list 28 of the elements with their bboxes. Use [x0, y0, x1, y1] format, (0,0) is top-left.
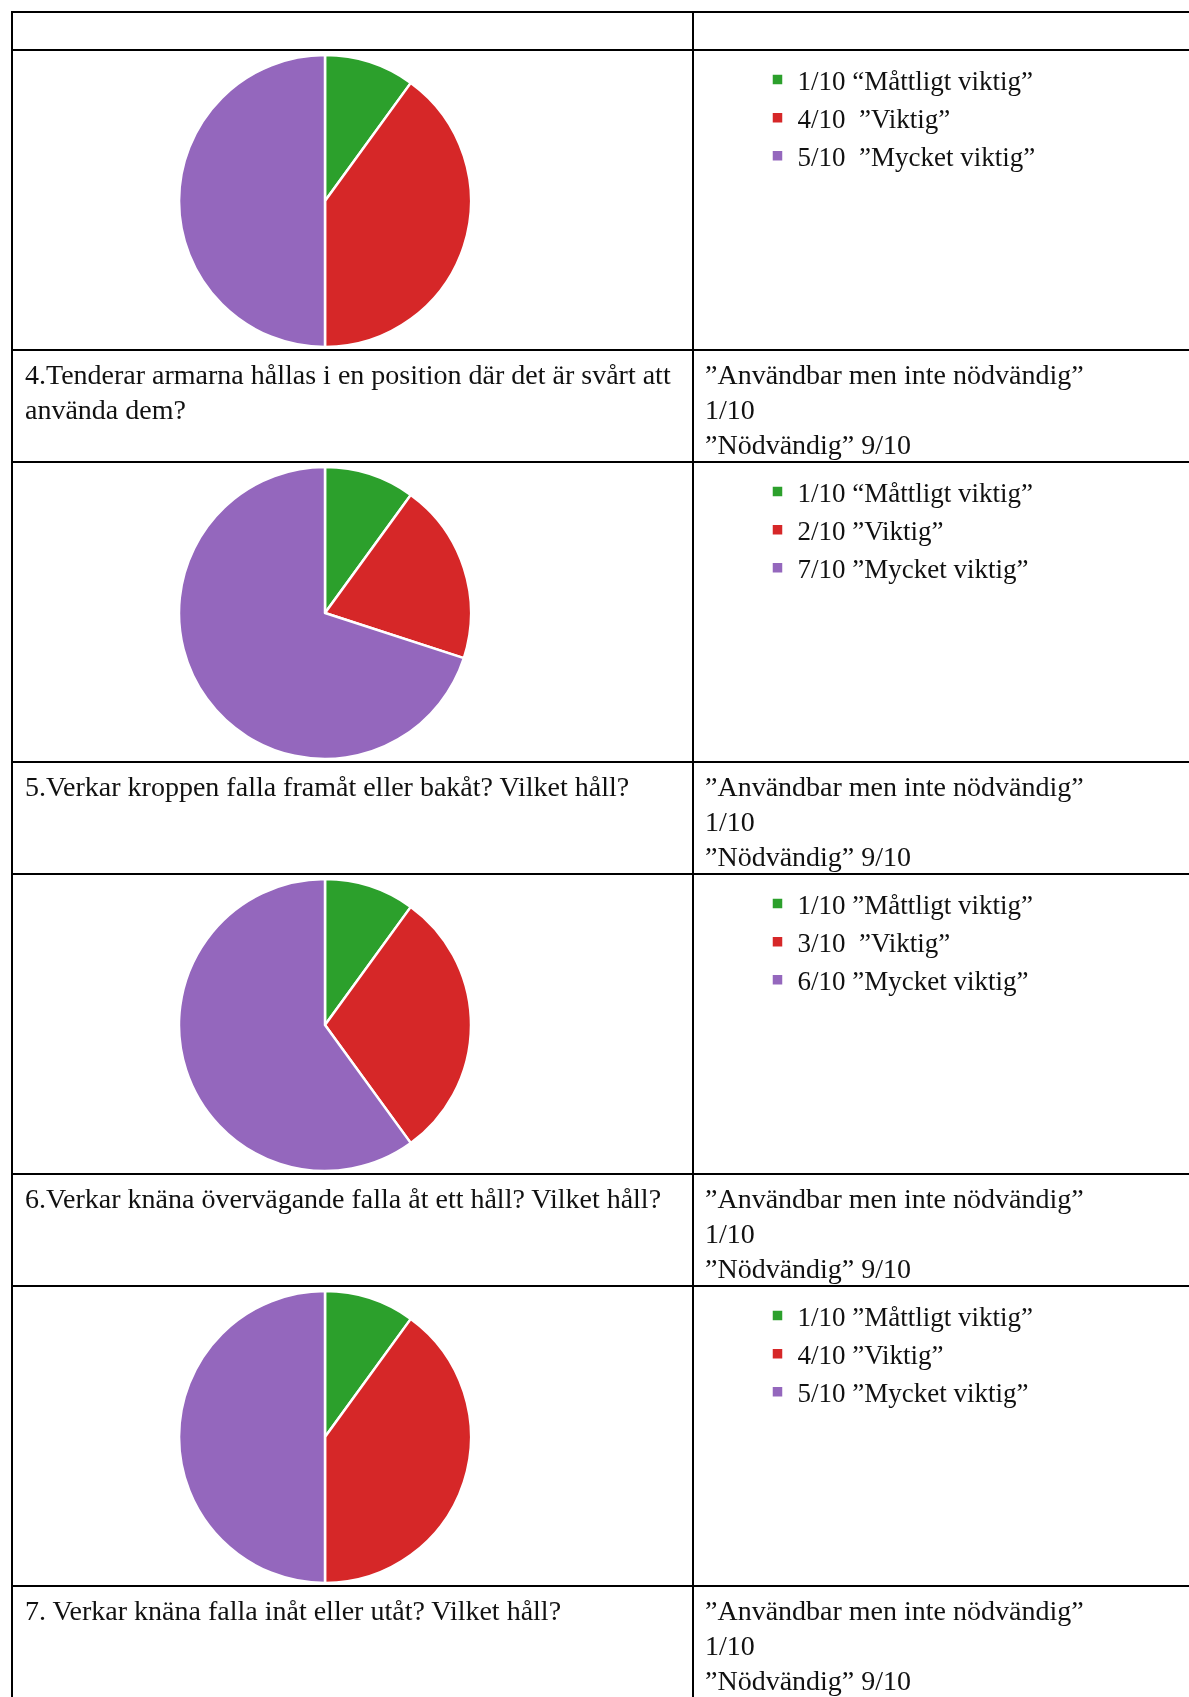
text: ”Nödvändig” 9/10: [705, 428, 913, 462]
text: ”Nödvändig” 9/10: [705, 840, 913, 874]
text: 1/10: [705, 1629, 756, 1663]
legend-label: 5/10 ”Mycket viktig”: [797, 1378, 1029, 1409]
legend-label: 6/10 ”Mycket viktig”: [797, 966, 1029, 997]
text: 5.Verkar kroppen falla framåt eller bakåt? Vilket håll?: [25, 770, 631, 804]
text: ”Användbar men inte nödvändig”: [705, 358, 1085, 392]
text: 4.Tenderar armarna hållas i en position där det är svårt att använda dem?: [25, 358, 672, 427]
text: ”Användbar men inte nödvändig”: [705, 1594, 1085, 1628]
text: 1/10: [705, 393, 756, 427]
legend-label: 1/10 ”Måttligt viktig”: [797, 1302, 1033, 1333]
text: 7. Verkar knäna falla inåt eller utåt? Vilket håll?: [25, 1594, 563, 1628]
legend-label: 1/10 ”Måttligt viktig”: [797, 890, 1033, 921]
legend-label: 1/10 “Måttligt viktig”: [797, 478, 1033, 509]
legend-label: 2/10 ”Viktig”: [797, 516, 944, 547]
legend-label: 1/10 “Måttligt viktig”: [797, 66, 1033, 97]
text: ”Nödvändig” 9/10: [705, 1664, 913, 1697]
text: 1/10: [705, 1217, 756, 1251]
text: 1/10: [705, 805, 756, 839]
text: ”Nödvändig” 9/10: [705, 1252, 913, 1286]
text: 6.Verkar knäna övervägande falla åt ett håll? Vilket håll?: [25, 1182, 663, 1216]
legend-label: 4/10 ”Viktig”: [797, 104, 951, 135]
legend-label: 4/10 ”Viktig”: [797, 1340, 944, 1371]
text: ”Användbar men inte nödvändig”: [705, 770, 1085, 804]
legend-label: 7/10 ”Mycket viktig”: [797, 554, 1029, 585]
legend-label: 3/10 ”Viktig”: [797, 928, 951, 959]
legend-label: 5/10 ”Mycket viktig”: [797, 142, 1036, 173]
text: ”Användbar men inte nödvändig”: [705, 1182, 1085, 1216]
